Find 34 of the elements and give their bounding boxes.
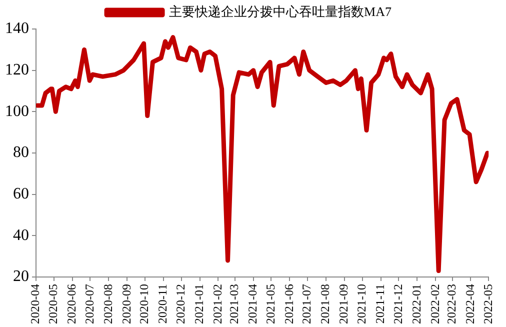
x-tick-label: 2021-01 xyxy=(192,284,206,324)
x-tick-label: 2021-03 xyxy=(227,284,242,324)
y-tick-label: 40 xyxy=(13,226,29,244)
x-tick-label: 2022-01 xyxy=(409,284,424,324)
y-tick-label: 60 xyxy=(13,186,29,203)
x-tick-label: 2022-03 xyxy=(444,284,458,324)
x-tick-label: 2020-11 xyxy=(156,284,170,324)
x-tick-label: 2021-02 xyxy=(210,284,224,324)
x-tick-label: 2021-08 xyxy=(318,284,332,324)
x-tick-label: 2020-04 xyxy=(28,284,42,324)
x-tick-label: 2021-07 xyxy=(300,284,314,324)
x-tick-label: 2021-04 xyxy=(246,284,260,324)
x-tick-label: 2020-12 xyxy=(173,284,188,324)
x-tick-label: 2020-05 xyxy=(46,284,60,324)
x-tick-label: 2020-09 xyxy=(119,284,134,324)
x-tick-label: 2021-12 xyxy=(390,284,405,324)
x-tick-label: 2022-04 xyxy=(462,284,477,324)
x-tick-label: 2021-09 xyxy=(336,284,351,324)
x-tick-label: 2022-05 xyxy=(480,284,495,324)
y-tick-label: 120 xyxy=(5,62,29,79)
legend-label: 主要快递企业分拨中心吞吐量指数MA7 xyxy=(169,4,392,19)
x-tick-label: 2020-06 xyxy=(64,284,78,324)
y-tick-label: 140 xyxy=(5,20,29,38)
x-tick-label: 2021-05 xyxy=(263,284,278,324)
x-tick-label: 2022-02 xyxy=(428,284,442,324)
x-tick-label: 2020-07 xyxy=(82,284,96,324)
y-tick-label: 100 xyxy=(5,102,29,120)
x-tick-label: 2020-08 xyxy=(100,284,115,324)
x-tick-label: 2020-10 xyxy=(137,284,152,324)
x-tick-label: 2021-11 xyxy=(372,284,387,324)
y-tick-label: 20 xyxy=(13,268,29,286)
x-tick-label: 2021-06 xyxy=(282,284,296,324)
y-tick-label: 80 xyxy=(13,144,29,162)
x-tick-label: 2021-10 xyxy=(354,284,369,324)
